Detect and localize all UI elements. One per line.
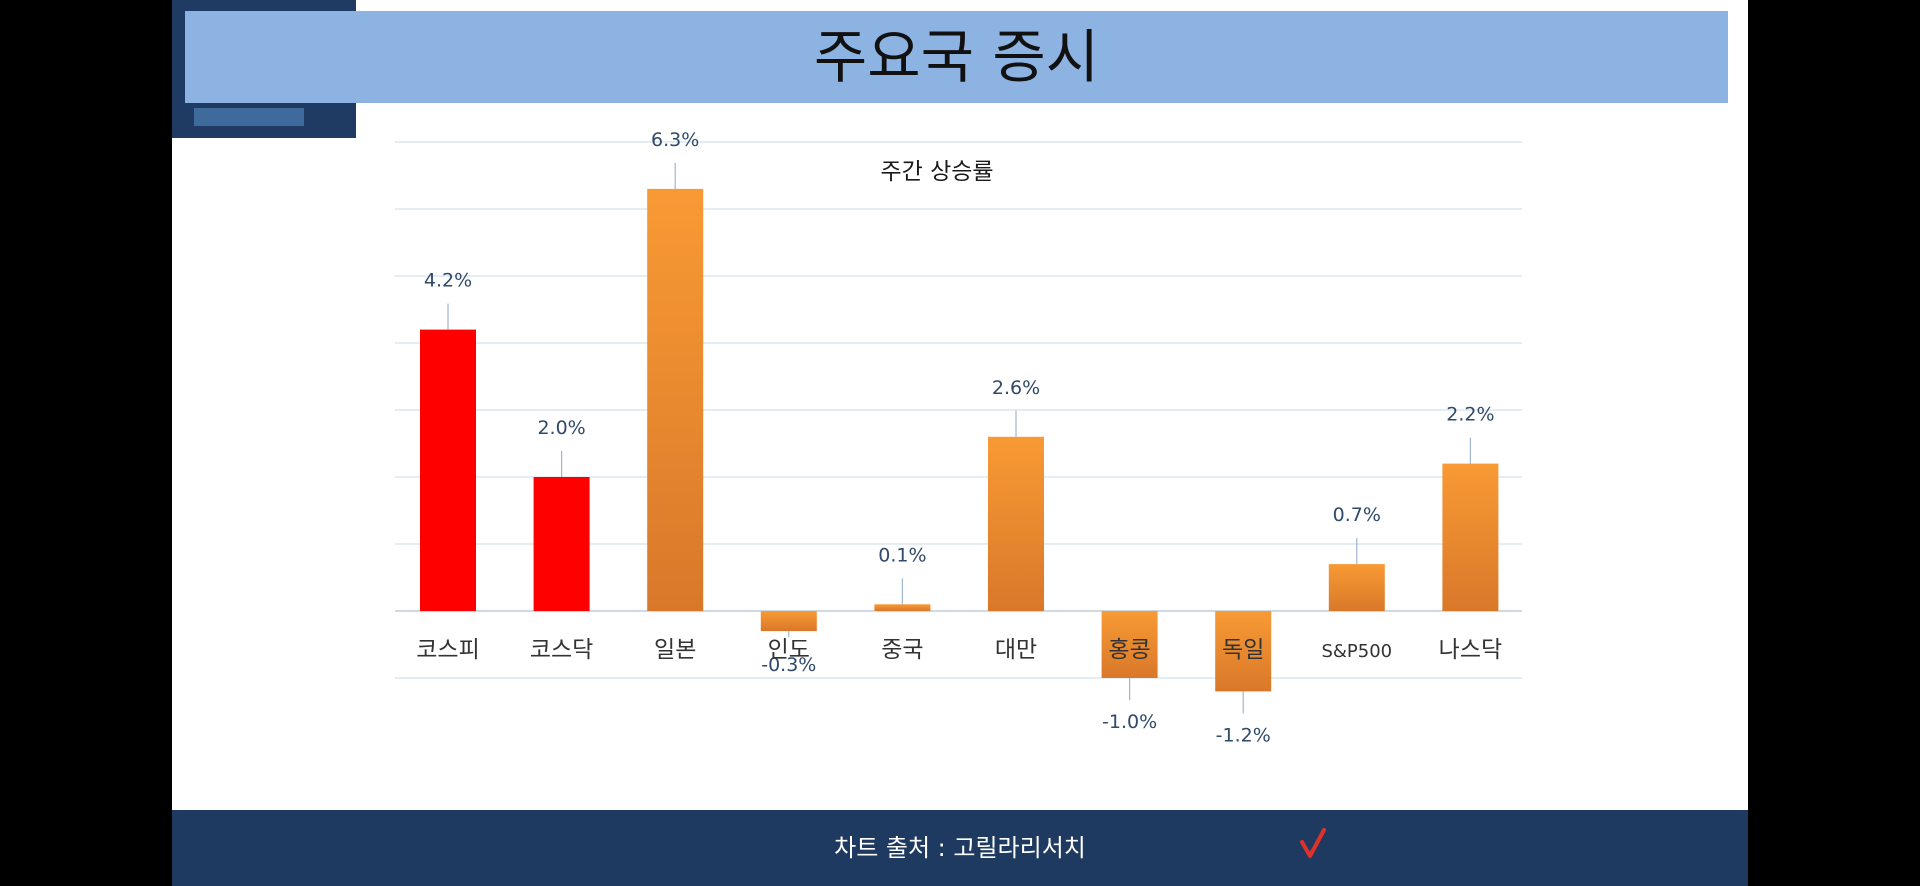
bar-chart: 주간 상승률 4.2% 2.0% 6.3% -0.3% 0.1% 2.6% -1.0% -1.… bbox=[395, 129, 1522, 747]
value-label: 2.2% bbox=[1446, 404, 1494, 426]
category-label: 중국 bbox=[881, 637, 923, 663]
checkmark-icon bbox=[1300, 828, 1326, 858]
category-label: 나스닥 bbox=[1439, 637, 1502, 663]
category-label: 홍콩 bbox=[1108, 637, 1150, 663]
leader-lines bbox=[447, 162, 1472, 714]
category-labels: 코스피 코스닥 일본 인도 중국 대만 홍콩 독일 S&P500 나스닥 bbox=[416, 637, 1502, 663]
category-label: 독일 bbox=[1222, 637, 1264, 663]
category-label: 인도 bbox=[768, 637, 810, 663]
bar bbox=[533, 477, 590, 611]
bar bbox=[1328, 564, 1385, 611]
category-label: S&P500 bbox=[1321, 641, 1392, 662]
value-label: 2.0% bbox=[537, 417, 585, 439]
footer-bar: 차트 출처 : 고릴라리서치 bbox=[172, 810, 1748, 886]
slide: 주요국 증시 주간 상승률 4.2% 2.0% 6.3% -0.3% 0.1% 2.6% -… bbox=[172, 0, 1748, 886]
bar bbox=[1215, 611, 1272, 692]
value-label: -0.3% bbox=[761, 654, 816, 676]
value-label: 0.7% bbox=[1333, 504, 1381, 526]
bars bbox=[420, 188, 1499, 692]
value-label: -1.0% bbox=[1102, 711, 1157, 733]
chart-source-text: 차트 출처 : 고릴라리서치 bbox=[834, 834, 1086, 862]
bar bbox=[988, 436, 1044, 611]
slide-title: 주요국 증시 bbox=[813, 23, 1100, 91]
value-label: 4.2% bbox=[424, 270, 472, 292]
category-label: 일본 bbox=[654, 637, 696, 663]
bar bbox=[647, 188, 704, 611]
bar bbox=[1101, 611, 1158, 678]
category-label: 코스피 bbox=[416, 637, 479, 663]
chart-title: 주간 상승률 bbox=[880, 159, 993, 185]
value-label: 0.1% bbox=[878, 544, 926, 566]
value-label: 2.6% bbox=[992, 377, 1040, 399]
value-labels: 4.2% 2.0% 6.3% -0.3% 0.1% 2.6% -1.0% -1.2% 0.7% 2… bbox=[424, 129, 1495, 747]
category-label: 대만 bbox=[995, 637, 1037, 663]
bar bbox=[760, 611, 817, 632]
bar bbox=[420, 329, 476, 611]
category-label: 코스닥 bbox=[530, 637, 593, 663]
title-bar: 주요국 증시 bbox=[185, 11, 1728, 103]
corner-decoration-inner bbox=[194, 108, 304, 126]
value-label: -1.2% bbox=[1216, 724, 1271, 746]
bar bbox=[1442, 463, 1499, 611]
bar bbox=[874, 604, 931, 611]
value-label: 6.3% bbox=[651, 129, 699, 151]
